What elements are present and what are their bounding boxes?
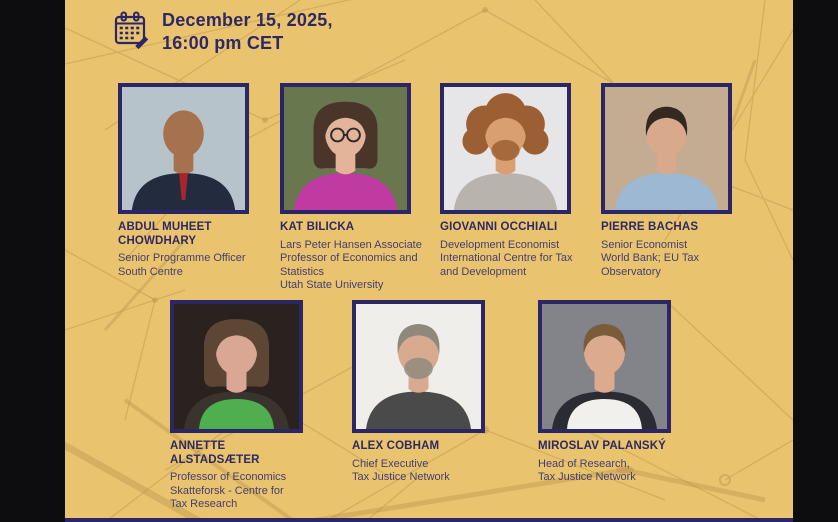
speaker-name: MIROSLAV PALANSKÝ — [538, 440, 710, 454]
text-line: Professor of Economics — [170, 471, 287, 483]
banner-content-area: December 15, 2025, 16:00 pm CET — [65, 0, 793, 522]
speaker-details: Senior Economist World Bank; EU Tax Observ… — [601, 239, 773, 280]
text-line: PIERRE BACHAS — [601, 221, 699, 233]
text-line: Lars Peter Hansen Associate — [280, 238, 422, 251]
speaker-name: KAT BILICKA — [280, 221, 452, 235]
right-letterbox — [793, 0, 838, 522]
date-line-2: 16:00 pm CET — [162, 33, 284, 53]
text-line: Statistics — [280, 265, 325, 278]
speaker-photo — [170, 300, 303, 433]
text-line: Tax Justice Network — [538, 471, 636, 483]
left-letterbox — [0, 0, 65, 522]
text-line: GIOVANNI OCCHIALI — [440, 221, 558, 233]
speaker-caption: KAT BILICKA Lars Peter Hansen Associate P… — [280, 221, 452, 293]
text-line: International Centre for Tax — [440, 252, 573, 264]
speaker-portrait-illustration — [605, 87, 728, 210]
event-date: December 15, 2025, 16:00 pm CET — [162, 9, 333, 55]
text-line: World Bank; EU Tax — [601, 252, 700, 264]
speaker-portrait-illustration — [542, 304, 667, 429]
speaker-card: KAT BILICKA Lars Peter Hansen Associate P… — [280, 83, 452, 293]
text-line: Chief Executive — [352, 457, 429, 470]
speaker-details: Lars Peter Hansen Associate Professor of … — [280, 239, 452, 293]
text-line: ALSTADSÆTER — [170, 453, 260, 466]
speaker-details: Development Economist International Centr… — [440, 239, 612, 280]
text-line: CHOWDHARY — [118, 234, 197, 247]
speaker-photo — [280, 83, 411, 214]
text-line: ALEX COBHAM — [352, 440, 440, 452]
text-line: MIROSLAV PALANSKÝ — [538, 440, 666, 452]
text-line: Observatory — [601, 265, 661, 278]
bottom-strip — [65, 518, 793, 522]
speaker-caption: ABDUL MUHEET CHOWDHARY Senior Programme O… — [118, 221, 290, 279]
speaker-details: Head of Research, Tax Justice Network — [538, 458, 710, 485]
speaker-portrait-illustration — [284, 87, 407, 210]
text-line: Development Economist — [440, 238, 560, 251]
speaker-card: GIOVANNI OCCHIALI Development Economist I… — [440, 83, 612, 279]
speaker-card: ALEX COBHAM Chief Executive Tax Justice N… — [352, 300, 524, 485]
event-datetime: December 15, 2025, 16:00 pm CET — [113, 9, 333, 55]
speaker-caption: MIROSLAV PALANSKÝ Head of Research, Tax J… — [538, 440, 710, 485]
speaker-photo — [601, 83, 732, 214]
speaker-caption: GIOVANNI OCCHIALI Development Economist I… — [440, 221, 612, 279]
speaker-card: PIERRE BACHAS Senior Economist World Bank… — [601, 83, 773, 279]
text-line: Professor of Economics and — [280, 252, 418, 264]
text-line: KAT BILICKA — [280, 221, 355, 233]
speaker-card: ANNETTE ALSTADSÆTER Professor of Economic… — [170, 300, 342, 512]
speaker-photo — [118, 83, 249, 214]
text-line: Senior Programme Officer — [118, 252, 246, 264]
speaker-caption: ANNETTE ALSTADSÆTER Professor of Economic… — [170, 440, 342, 512]
speaker-photo — [352, 300, 485, 433]
speaker-details: Professor of Economics Skatteforsk - Cent… — [170, 471, 342, 512]
text-line: Senior Economist — [601, 238, 688, 251]
speaker-caption: ALEX COBHAM Chief Executive Tax Justice N… — [352, 440, 524, 485]
text-line: and Development — [440, 265, 527, 278]
speaker-portrait-illustration — [174, 304, 299, 429]
speaker-card: MIROSLAV PALANSKÝ Head of Research, Tax J… — [538, 300, 710, 485]
speaker-name: ALEX COBHAM — [352, 440, 524, 454]
text-line: Tax Research — [170, 498, 238, 510]
text-line: Head of Research, — [538, 457, 630, 470]
speaker-photo — [538, 300, 671, 433]
speaker-name: ABDUL MUHEET CHOWDHARY — [118, 221, 290, 248]
speaker-card: ABDUL MUHEET CHOWDHARY Senior Programme O… — [118, 83, 290, 279]
speaker-portrait-illustration — [444, 87, 567, 210]
text-line: Tax Justice Network — [352, 471, 450, 483]
speaker-photo — [440, 83, 571, 214]
speaker-name: GIOVANNI OCCHIALI — [440, 221, 612, 235]
speaker-portrait-illustration — [356, 304, 481, 429]
speaker-details: Chief Executive Tax Justice Network — [352, 458, 524, 485]
date-line-1: December 15, 2025, — [162, 10, 333, 30]
speaker-name: PIERRE BACHAS — [601, 221, 773, 235]
speaker-portrait-illustration — [122, 87, 245, 210]
text-line: Utah State University — [280, 279, 384, 291]
text-line: South Centre — [118, 265, 183, 278]
calendar-icon — [114, 11, 149, 49]
text-line: Skatteforsk - Centre for — [170, 484, 284, 497]
speaker-details: Senior Programme Officer South Centre — [118, 252, 290, 279]
speaker-caption: PIERRE BACHAS Senior Economist World Bank… — [601, 221, 773, 279]
speaker-name: ANNETTE ALSTADSÆTER — [170, 440, 342, 467]
text-line: ANNETTE — [170, 440, 226, 452]
text-line: ABDUL MUHEET — [118, 221, 212, 233]
